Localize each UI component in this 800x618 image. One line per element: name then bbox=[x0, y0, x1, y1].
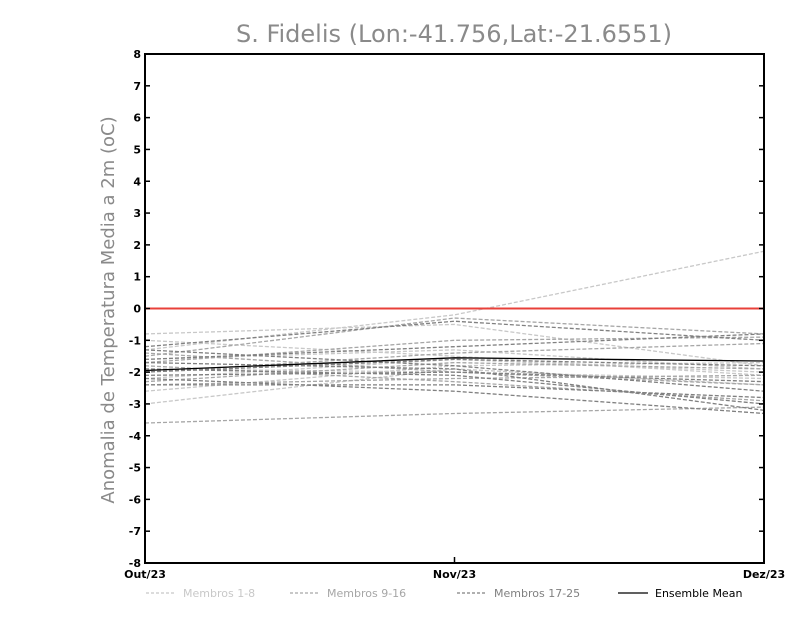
y-tick-label: -7 bbox=[129, 525, 141, 538]
member-line-g3-7 bbox=[145, 384, 765, 399]
y-tick-label: -2 bbox=[129, 366, 141, 379]
x-tick-label: Dez/23 bbox=[743, 568, 785, 581]
legend: Membros 1-8 Membros 9-16 Membros 17-25 Ense… bbox=[146, 587, 742, 600]
y-tick-label: -8 bbox=[129, 557, 141, 570]
x-axis-ticks: Out/23 Nov/23 Dez/23 bbox=[124, 557, 785, 581]
ensemble-mean-line bbox=[144, 357, 765, 372]
member-line-g1-7 bbox=[144, 368, 765, 405]
y-tick-label: 1 bbox=[133, 271, 141, 284]
y-tick-label: 0 bbox=[133, 303, 141, 316]
member-line-g3-1 bbox=[144, 320, 765, 348]
member-line-g2-5 bbox=[144, 352, 765, 386]
y-tick-label: 6 bbox=[133, 112, 141, 125]
series-layer bbox=[144, 250, 765, 424]
y-tick-label: 5 bbox=[133, 143, 141, 156]
member-line-g3-3 bbox=[144, 358, 765, 373]
legend-label: Ensemble Mean bbox=[655, 587, 742, 600]
member-line-g3-4 bbox=[144, 349, 765, 392]
member-line-g3-6 bbox=[144, 368, 765, 405]
chart-title: S. Fidelis (Lon:-41.756,Lat:-21.6551) bbox=[236, 20, 672, 48]
y-tick-label: 2 bbox=[133, 239, 141, 252]
y-tick-label: 3 bbox=[133, 207, 141, 220]
member-line-g3-9 bbox=[144, 361, 765, 411]
legend-label: Membros 17-25 bbox=[494, 587, 580, 600]
ensemble-mean-layer bbox=[144, 357, 765, 372]
y-tick-label: 4 bbox=[133, 175, 141, 188]
member-line-g1-1 bbox=[144, 323, 765, 367]
y-tick-label: 8 bbox=[133, 48, 141, 61]
y-tick-label: -4 bbox=[129, 430, 142, 443]
y-tick-label: -6 bbox=[129, 493, 142, 506]
member-line-g1-3 bbox=[144, 349, 765, 370]
member-line-g1-2 bbox=[144, 250, 765, 351]
x-tick-label: Nov/23 bbox=[433, 568, 476, 581]
member-line-g2-1 bbox=[144, 317, 765, 357]
y-tick-label: 7 bbox=[133, 80, 141, 93]
y-axis-ticks: -8 -7 -6 -5 -4 -3 -2 -1 0 1 2 3 4 5 6 7 8 bbox=[129, 48, 764, 570]
member-line-g2-7 bbox=[144, 406, 765, 424]
legend-label: Membros 9-16 bbox=[327, 587, 406, 600]
y-tick-label: -3 bbox=[129, 398, 141, 411]
member-line-g1-5 bbox=[144, 358, 765, 380]
legend-label: Membros 1-8 bbox=[183, 587, 255, 600]
member-line-g1-8 bbox=[144, 339, 765, 376]
y-tick-label: -5 bbox=[129, 462, 141, 475]
member-line-g2-4 bbox=[144, 361, 765, 383]
y-tick-label: -1 bbox=[129, 334, 141, 347]
member-line-g3-5 bbox=[144, 371, 765, 383]
x-tick-label: Out/23 bbox=[124, 568, 166, 581]
y-axis-label: Anomalia de Temperatura Media a 2m (oC) bbox=[98, 116, 119, 503]
member-line-g3-8 bbox=[144, 377, 765, 415]
